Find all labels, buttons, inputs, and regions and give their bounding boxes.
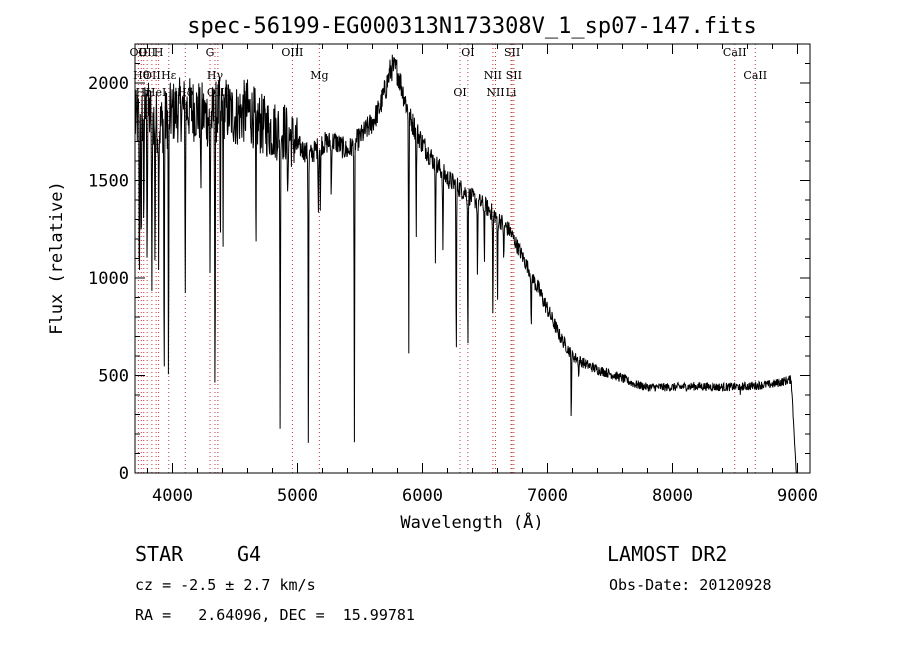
object-subclass: G4: [237, 542, 262, 566]
x-axis: 4000 5000 6000 7000 8000 9000: [147, 44, 818, 506]
line-marker-label: Hγ: [207, 69, 224, 82]
line-marker-label: G: [206, 46, 215, 59]
line-marker-label: OII: [138, 46, 156, 59]
y-tick-label: 500: [98, 367, 129, 387]
line-marker-label: H: [154, 46, 164, 59]
observation-date: Obs-Date: 20120928: [609, 576, 772, 594]
y-tick-label: 1000: [88, 269, 129, 289]
line-marker-label: OI: [453, 86, 466, 99]
coordinates: RA = 2.64096, DEC = 15.99781: [135, 606, 415, 624]
line-marker-label: OII: [143, 69, 161, 82]
x-tick-label: 9000: [777, 486, 818, 506]
spectrum-line: [134, 54, 797, 474]
line-marker-label: Hε: [161, 69, 177, 82]
line-marker-label: NII: [484, 69, 502, 82]
line-marker-label: NII: [486, 86, 504, 99]
y-tick-label: 2000: [88, 74, 129, 94]
line-marker-label: CaII: [743, 69, 767, 82]
line-marker-label: Hη: [136, 86, 152, 99]
line-marker-label: Li: [506, 86, 517, 99]
line-marker-label: SII: [506, 69, 522, 82]
line-marker-label: OI: [461, 46, 474, 59]
x-tick-label: 7000: [527, 486, 568, 506]
line-marker-label: CaII: [723, 46, 747, 59]
y-axis: 0 500 1000 1500 2000: [88, 43, 810, 484]
line-marker-label: Hθ: [133, 69, 150, 82]
x-tick-label: 5000: [277, 486, 318, 506]
x-tick-label: 4000: [152, 486, 193, 506]
redshift-velocity: cz = -2.5 ± 2.7 km/s: [135, 576, 316, 594]
line-marker-label: SII: [504, 46, 520, 59]
x-tick-label: 8000: [652, 486, 693, 506]
chart-title: spec-56199-EG000313N173308V_1_sp07-147.f…: [187, 14, 757, 39]
object-class: STAR: [135, 542, 184, 566]
y-tick-label: 1500: [88, 172, 129, 192]
x-axis-label: Wavelength (Å): [400, 511, 543, 533]
y-tick-label: 0: [119, 464, 129, 484]
line-marker-label: Mg: [310, 69, 328, 82]
line-marker-label: OII: [130, 46, 148, 59]
survey-name: LAMOST DR2: [607, 542, 728, 566]
x-tick-label: 6000: [402, 486, 443, 506]
line-marker-label: OIII: [281, 46, 303, 59]
y-axis-label: Flux (relative): [47, 181, 67, 335]
